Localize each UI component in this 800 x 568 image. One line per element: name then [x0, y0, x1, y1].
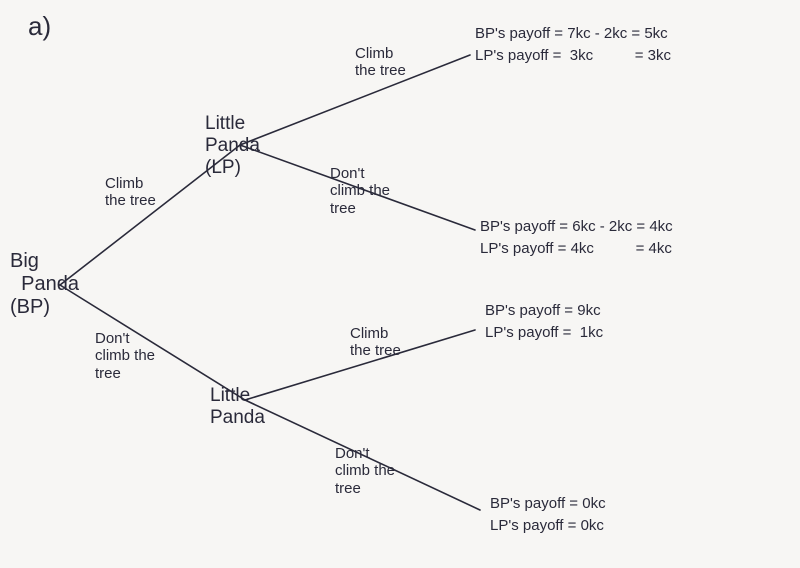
payoff-dc-bp: BP's payoff = 9kc — [485, 302, 601, 319]
payoff-dd-bp: BP's payoff = 0kc — [490, 495, 606, 512]
payoff-cc-bp: BP's payoff = 7kc - 2kc = 5kc — [475, 25, 668, 42]
action-bp-climb: Climb the tree — [105, 175, 156, 210]
payoff-cd-bp: BP's payoff = 6kc - 2kc = 4kc — [480, 218, 673, 235]
payoff-dd-lp: LP's payoff = 0kc — [490, 517, 604, 534]
node-big-panda: Big Panda (BP) — [10, 250, 79, 319]
action-lp1-dont-climb: Don't climb the tree — [330, 165, 390, 217]
canvas: a) Big Panda (BP) Little Panda (LP) Litt… — [0, 0, 800, 568]
part-label: a) — [28, 12, 51, 42]
action-lp2-dont-climb: Don't climb the tree — [335, 445, 395, 497]
action-lp1-climb: Climb the tree — [355, 45, 406, 80]
action-lp2-climb: Climb the tree — [350, 325, 401, 360]
payoff-cd-lp: LP's payoff = 4kc = 4kc — [480, 240, 672, 257]
node-little-panda-bottom: Little Panda — [210, 385, 265, 429]
action-bp-dont-climb: Don't climb the tree — [95, 330, 155, 382]
tree-edges — [0, 0, 800, 568]
payoff-dc-lp: LP's payoff = 1kc — [485, 324, 603, 341]
node-little-panda-top: Little Panda (LP) — [205, 113, 260, 179]
payoff-cc-lp: LP's payoff = 3kc = 3kc — [475, 47, 671, 64]
